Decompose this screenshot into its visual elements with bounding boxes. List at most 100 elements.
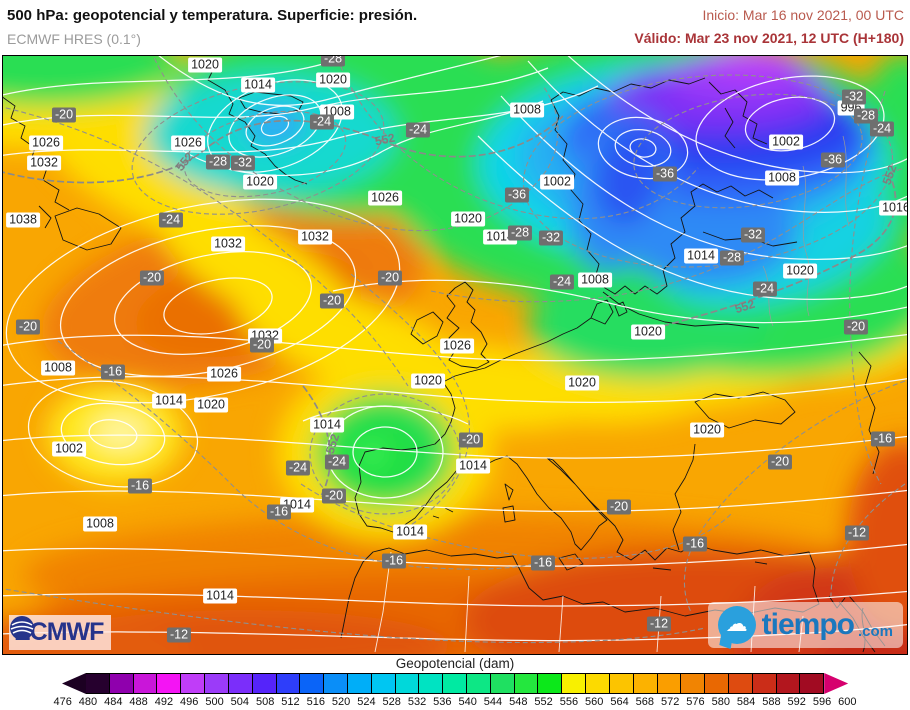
colorbar-tick: 564	[610, 696, 629, 708]
temperature-label: -20	[843, 319, 869, 335]
temperature-label: -24	[285, 460, 311, 476]
colorbar-tick: 492	[154, 696, 174, 708]
colorbar-tick: 576	[686, 696, 705, 708]
forecast-map: 1020 1014 1020 1008 1008 996 1026 1026 1032 1020 1…	[2, 55, 908, 655]
colorbar-cell	[347, 673, 372, 694]
colorbar-tick: 508	[255, 696, 275, 708]
model-subtitle: ECMWF HRES (0.1°)	[7, 31, 141, 47]
temperature-label: -20	[15, 319, 41, 335]
tiempo-logo-tld: .com	[857, 623, 893, 640]
pressure-label: 1020	[783, 263, 817, 279]
colorbar-tick: 552	[534, 696, 553, 708]
temperature-label: -36	[504, 187, 530, 203]
ecmwf-logo: ECMWF	[9, 615, 112, 650]
temperature-label: -20	[51, 107, 77, 123]
colorbar-cell	[728, 673, 753, 694]
colorbar-footer: Geopotencial (dam) 476 480 484 488 492 496 500…	[0, 655, 910, 710]
temperature-label: -20	[319, 293, 345, 309]
temperature-label: -16	[100, 364, 126, 380]
colorbar-cell	[324, 673, 348, 694]
colorbar-cell	[276, 673, 301, 694]
colorbar-tick: 588	[762, 696, 781, 708]
pressure-label: 1014	[684, 248, 718, 264]
colorbar-cell	[419, 673, 444, 694]
valid-datetime: Válido: Mar 23 nov 2021, 12 UTC (H+180)	[634, 30, 904, 46]
colorbar-cell	[133, 673, 158, 694]
colorbar-cell	[681, 673, 706, 694]
pressure-label: 1020	[188, 57, 222, 73]
colorbar-left-arrow	[62, 673, 86, 694]
pressure-label: 1020	[565, 375, 599, 391]
colorbar-cell	[538, 673, 563, 694]
temperature-label: -20	[458, 432, 484, 448]
temperature-label: -24	[158, 212, 184, 228]
colorbar-cell	[752, 673, 777, 694]
temperature-label: -24	[405, 122, 431, 138]
colorbar-cell	[228, 673, 253, 694]
temperature-label: -20	[767, 454, 793, 470]
pressure-label: 1014	[203, 588, 237, 604]
colorbar-cell	[514, 673, 539, 694]
temperature-label: -32	[230, 155, 256, 171]
thickness-label: 552	[373, 130, 397, 149]
temperature-label: -20	[139, 270, 165, 286]
colorbar-tick: 484	[104, 696, 123, 708]
colorbar-tick: 556	[559, 696, 579, 708]
temperature-label: -16	[127, 478, 153, 494]
colorbar-tick: 572	[660, 696, 680, 708]
init-datetime: Inicio: Mar 16 nov 2021, 00 UTC	[702, 7, 904, 23]
temperature-label: -24	[309, 114, 335, 130]
colorbar-cell	[157, 673, 182, 694]
pressure-label: 1038	[6, 212, 40, 228]
pressure-label: 1014	[456, 458, 490, 474]
pressure-label: 1026	[29, 135, 63, 151]
pressure-label: 1026	[207, 366, 241, 382]
pressure-label: 1032	[211, 236, 245, 252]
temperature-label: -16	[682, 536, 708, 552]
pressure-label: 1020	[316, 72, 350, 88]
colorbar-cell	[467, 673, 491, 694]
pressure-label: 1002	[52, 441, 86, 457]
colorbar-tick: 512	[281, 696, 300, 708]
page-title: 500 hPa: geopotencial y temperatura. Sup…	[7, 7, 418, 24]
colorbar-tick: 548	[509, 696, 528, 708]
pressure-label: 1020	[194, 397, 228, 413]
temperature-label: -24	[752, 281, 778, 297]
temperature-label: -20	[249, 337, 275, 353]
pressure-label: 1016	[879, 200, 907, 216]
colorbar-right-arrow	[824, 673, 849, 694]
thickness-label: 552	[172, 149, 197, 174]
temperature-label: -36	[820, 152, 846, 168]
pressure-label: 1026	[368, 190, 402, 206]
map-label-layer: 1020 1014 1020 1008 1008 996 1026 1026 1032 1020 1…	[3, 56, 907, 654]
colorbar-cell	[800, 673, 825, 694]
colorbar-ticks: 476 480 484 488 492 496 500 504 508 512 516 520 524 5…	[50, 696, 860, 708]
pressure-label: 1014	[152, 393, 186, 409]
colorbar-tick: 496	[180, 696, 199, 708]
pressure-label: 1020	[411, 373, 445, 389]
pressure-label: 1008	[510, 102, 544, 118]
colorbar-cell	[490, 673, 515, 694]
pressure-label: 1014	[241, 77, 275, 93]
colorbar-cell	[395, 673, 420, 694]
temperature-label: -32	[538, 230, 564, 246]
thickness-label: 552	[879, 163, 900, 187]
colorbar-tick: 480	[78, 696, 98, 708]
temperature-label: -20	[606, 499, 632, 515]
temperature-label: -16	[266, 504, 292, 520]
colorbar-tick: 580	[711, 696, 730, 708]
colorbar-cell	[562, 673, 587, 694]
thickness-label: 552	[322, 432, 343, 456]
temperature-label: -28	[205, 154, 231, 170]
pressure-label: 1008	[83, 516, 117, 532]
colorbar-cell	[776, 673, 801, 694]
pressure-label: 1008	[765, 170, 799, 186]
temperature-label: -24	[869, 121, 895, 137]
colorbar-tick: 528	[382, 696, 401, 708]
colorbar-tick: 560	[585, 696, 604, 708]
pressure-label: 1032	[298, 229, 332, 245]
colorbar-tick: 592	[787, 696, 806, 708]
temperature-label: -24	[324, 454, 350, 470]
tiempo-cloud-icon: ☁	[717, 606, 756, 644]
